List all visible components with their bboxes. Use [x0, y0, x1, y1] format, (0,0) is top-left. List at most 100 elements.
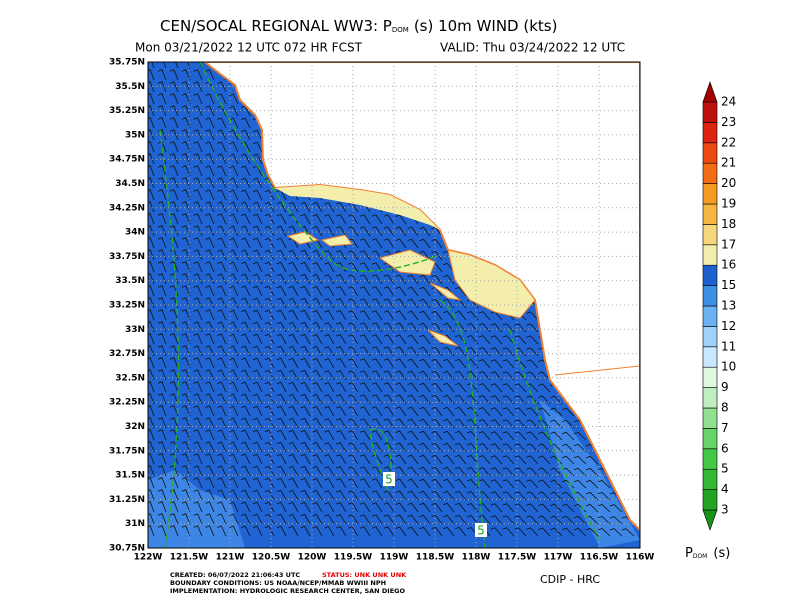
wind-barb: [609, 516, 623, 525]
wind-barb: [526, 503, 539, 513]
wind-barb: [419, 406, 431, 417]
wind-barb: [229, 141, 239, 153]
wind-barb: [347, 334, 359, 345]
wind-barb: [205, 405, 215, 417]
colorbar-box: [702, 162, 718, 184]
wind-barb: [205, 129, 215, 141]
wind-barb: [193, 81, 203, 93]
wind-barb: [359, 478, 371, 489]
wind-barb: [526, 479, 539, 489]
wind-barb: [371, 262, 383, 273]
wind-barb: [466, 407, 479, 417]
wind-barb: [383, 358, 395, 369]
wind-barb: [229, 165, 239, 177]
wind-barb: [241, 129, 251, 141]
wind-barb: [193, 441, 203, 453]
wind-barb: [288, 453, 299, 465]
wind-barb: [514, 479, 527, 489]
wind-barb: [148, 333, 155, 345]
wind-barb: [490, 359, 503, 369]
wind-barb: [157, 69, 167, 81]
wind-barb: [252, 465, 263, 477]
wind-barb: [193, 381, 203, 393]
wind-barb: [300, 357, 311, 369]
wind-barb: [217, 309, 227, 321]
wind-barb: [359, 394, 371, 405]
wind-barb: [538, 419, 551, 429]
wind-barb: [502, 491, 515, 501]
wind-barb: [264, 477, 275, 489]
wind-barb: [312, 214, 323, 225]
wind-barb: [454, 418, 467, 429]
wind-barb: [252, 501, 263, 513]
wind-barb: [478, 479, 491, 489]
wind-barb: [573, 455, 587, 465]
wind-barb: [193, 369, 203, 381]
wind-barb: [288, 285, 299, 297]
wind-barb: [443, 394, 455, 405]
wind-barb: [383, 214, 395, 225]
wind-barb: [526, 431, 539, 441]
wind-barb: [621, 528, 635, 537]
wind-barb: [300, 405, 311, 417]
wind-barb: [324, 226, 335, 237]
wind-barb: [229, 213, 239, 225]
wind-barb: [443, 322, 455, 333]
wind-barb: [431, 418, 443, 429]
wind-barb: [562, 455, 575, 465]
wind-barb: [148, 81, 155, 93]
wind-barb: [502, 443, 515, 453]
wind-barb: [217, 117, 227, 129]
wind-barb: [241, 465, 251, 477]
wind-barb: [241, 405, 251, 417]
wind-barb: [288, 513, 299, 525]
wind-barb: [181, 429, 191, 441]
wind-barb: [193, 177, 203, 189]
wind-barb: [431, 526, 443, 537]
wind-barb: [407, 298, 419, 309]
wind-barb: [241, 189, 251, 201]
wind-barb: [312, 202, 323, 213]
wind-barb: [217, 513, 227, 525]
wind-barb: [181, 69, 191, 81]
wind-barb: [490, 407, 503, 417]
wind-barb: [241, 501, 251, 513]
wind-barb: [229, 285, 239, 297]
wind-barb: [431, 478, 443, 489]
wind-barb: [276, 345, 287, 357]
wind-barb: [241, 345, 251, 357]
wind-barb: [181, 141, 191, 153]
wind-barb: [312, 334, 323, 345]
wind-barb: [431, 322, 443, 333]
wind-barb: [490, 503, 503, 513]
wind-barb: [300, 333, 311, 345]
wind-barb: [324, 514, 335, 525]
wind-barb: [181, 501, 191, 513]
wind-barb: [193, 69, 203, 81]
wind-barb: [407, 334, 419, 345]
wind-barb: [359, 310, 371, 321]
wind-barb: [169, 309, 179, 321]
wind-barb: [217, 333, 227, 345]
wind-barb: [312, 478, 323, 489]
wind-barb: [359, 214, 371, 225]
wind-barb: [229, 489, 239, 501]
wind-barb: [252, 237, 263, 249]
wind-barb: [288, 309, 299, 321]
lat-label: 32N: [125, 422, 145, 432]
wind-barb: [264, 333, 275, 345]
lon-label: 116W: [626, 553, 655, 563]
wind-barb: [148, 525, 155, 537]
wind-barb: [431, 490, 443, 501]
wind-barb: [264, 501, 275, 513]
wind-barb: [264, 429, 275, 441]
wind-barb: [502, 323, 515, 333]
wind-barb: [217, 129, 227, 141]
wind-barb: [550, 395, 563, 405]
wind-barb: [229, 429, 239, 441]
wind-barb: [264, 465, 275, 477]
wind-barb: [169, 477, 179, 489]
contour-label-box: [383, 472, 395, 486]
wind-barb: [169, 105, 179, 117]
wind-barb: [264, 369, 275, 381]
